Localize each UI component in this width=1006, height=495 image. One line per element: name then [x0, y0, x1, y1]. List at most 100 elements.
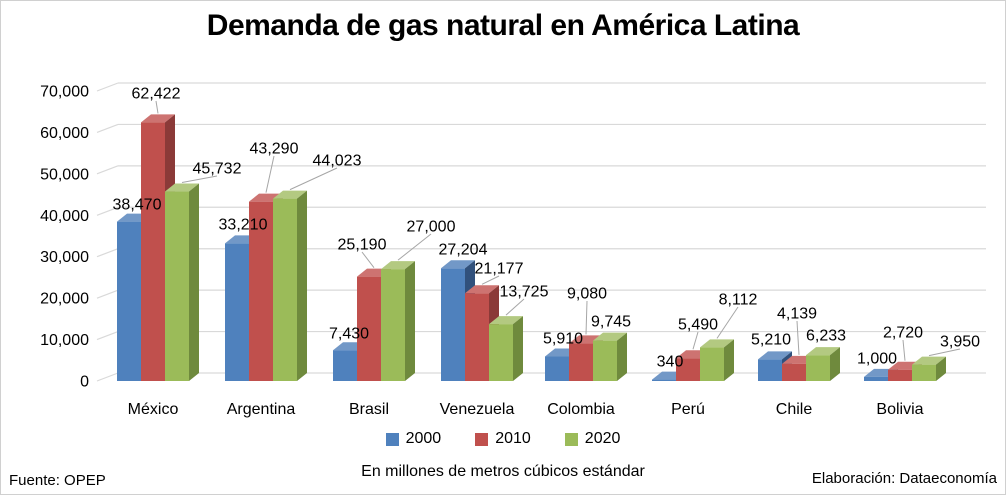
x-category-label: Chile: [776, 401, 813, 418]
data-label: 4,139: [777, 306, 817, 323]
bar-2020-1-side: [297, 190, 307, 381]
grid-depth-line: [96, 206, 119, 216]
bar-2010-4: [569, 343, 593, 381]
bar-2020-2-side: [405, 261, 415, 381]
bar-2020-7-top: [912, 356, 946, 365]
data-label: 1,000: [857, 351, 897, 368]
grid-depth-line: [96, 123, 119, 133]
y-tick-label: 30,000: [40, 249, 89, 266]
bar-2000-3: [441, 268, 465, 381]
leader-line: [181, 175, 218, 184]
legend-label: 2020: [584, 430, 621, 447]
leader-line: [155, 100, 159, 114]
bar-2000-0: [117, 221, 141, 381]
grid-depth-line: [96, 82, 119, 92]
leader-line: [265, 155, 275, 193]
bar-2010-7: [888, 369, 912, 381]
y-tick-label: 20,000: [40, 291, 89, 308]
leader-line: [505, 298, 525, 316]
y-tick-label: 10,000: [40, 332, 89, 349]
x-category-label: Perú: [671, 401, 705, 418]
grid-depth-line: [96, 165, 119, 175]
legend-swatch-icon: [475, 432, 489, 446]
x-category-label: Venezuela: [440, 401, 515, 418]
bar-2000-4: [545, 356, 569, 381]
grid-depth-line: [96, 372, 119, 382]
bar-2020-3: [489, 324, 513, 381]
data-label: 27,204: [439, 242, 488, 259]
x-category-label: México: [128, 401, 179, 418]
bar-2000-6: [758, 359, 782, 381]
data-label: 44,023: [313, 153, 362, 170]
x-category-label: Argentina: [227, 401, 296, 418]
legend-swatch-icon: [385, 432, 399, 446]
bar-2020-0: [165, 191, 189, 381]
bar-2020-7-side: [936, 356, 946, 381]
bar-2020-6-side: [830, 347, 840, 381]
leader-line: [928, 348, 961, 357]
bar-2010-3: [465, 293, 489, 381]
data-label: 5,910: [543, 331, 583, 348]
bar-2010-0: [141, 122, 165, 382]
y-tick-label: 50,000: [40, 166, 89, 183]
bar-2020-4: [593, 340, 617, 381]
data-label: 5,210: [751, 332, 791, 349]
leader-line: [716, 306, 739, 339]
leader-line: [585, 300, 588, 335]
bar-2020-2: [381, 269, 405, 381]
data-label: 33,210: [219, 217, 268, 234]
bar-2010-1: [249, 201, 273, 381]
bar-2020-3-top: [489, 316, 523, 325]
bar-2010-5: [676, 358, 700, 381]
leader-line: [481, 275, 500, 285]
legend-item-2000: 2000: [385, 430, 442, 448]
data-label: 62,422: [132, 86, 181, 103]
bar-2020-1-top: [273, 190, 307, 199]
bar-2020-3-side: [513, 316, 523, 381]
leader-line: [361, 251, 375, 268]
leader-line: [796, 320, 800, 355]
bar-2020-4-side: [617, 332, 627, 381]
y-tick-label: 0: [80, 374, 89, 391]
data-label: 25,190: [338, 237, 387, 254]
leader-line: [692, 331, 699, 350]
leader-line: [902, 339, 906, 361]
legend-label: 2010: [495, 430, 531, 447]
legend: 2000 2010 2020: [1, 428, 1005, 450]
bar-2020-0-top: [165, 183, 199, 192]
bar-2010-6: [782, 363, 806, 381]
grid-depth-line: [96, 331, 119, 341]
bar-2020-1: [273, 198, 297, 381]
data-label: 6,233: [806, 328, 846, 345]
bar-2020-6-top: [806, 347, 840, 356]
data-label: 8,112: [719, 292, 758, 309]
y-tick-label: 70,000: [40, 84, 89, 101]
bar-2000-7: [864, 376, 888, 381]
source-note: Fuente: OPEP: [9, 472, 106, 489]
grid-depth-line: [96, 248, 119, 258]
legend-label: 2000: [405, 430, 442, 447]
data-label: 3,950: [940, 334, 980, 351]
x-category-label: Brasil: [349, 401, 389, 418]
grid-depth-line: [96, 289, 119, 299]
data-label: 45,732: [193, 161, 242, 178]
bar-2000-5: [652, 379, 676, 381]
x-category-label: Colombia: [547, 401, 615, 418]
data-label: 21,177: [475, 261, 524, 278]
data-label: 9,080: [567, 286, 607, 303]
chart-title: Demanda de gas natural en América Latina: [206, 9, 800, 42]
bar-2020-5-top: [700, 339, 734, 348]
data-label: 38,470: [113, 197, 162, 214]
data-label: 13,725: [500, 284, 549, 301]
y-tick-label: 60,000: [40, 125, 89, 142]
bar-2020-4-top: [593, 332, 627, 341]
bar-2020-6: [806, 355, 830, 381]
data-label: 2,720: [883, 325, 923, 342]
bar-2010-3-top: [465, 285, 499, 294]
legend-swatch-icon: [564, 432, 578, 446]
bar-2010-0-top: [141, 114, 175, 123]
data-label: 7,430: [329, 326, 369, 343]
data-label: 5,490: [678, 317, 718, 334]
bar-2020-2-top: [381, 261, 415, 270]
